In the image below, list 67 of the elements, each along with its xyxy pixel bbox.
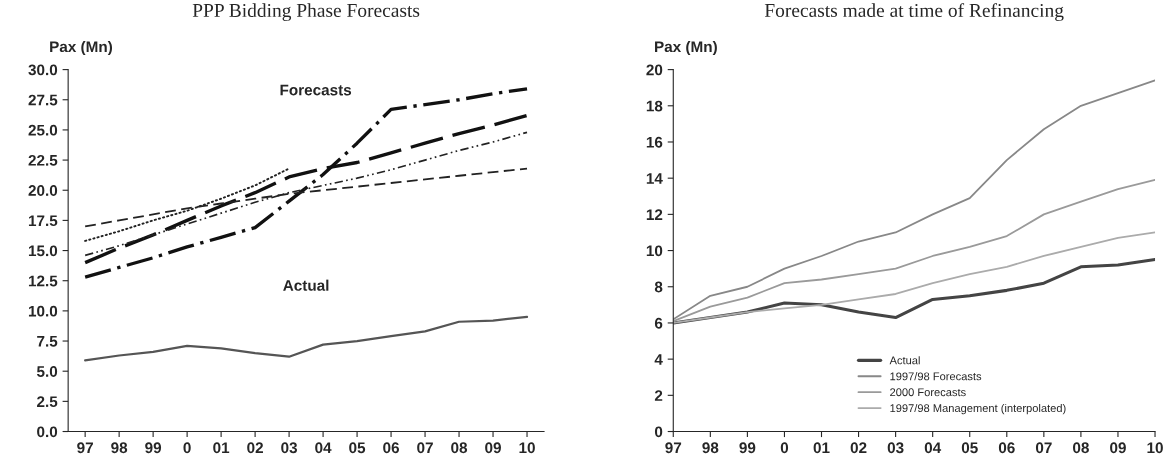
x-tick-label: 05 <box>349 442 366 454</box>
x-tick-label: 01 <box>813 442 830 454</box>
line-series <box>673 231 1156 324</box>
x-tick-label: 02 <box>247 442 263 454</box>
y-tick-label: 10 <box>646 245 663 257</box>
x-tick-label: 97 <box>665 442 682 454</box>
line-series <box>673 79 1156 321</box>
x-tick-label: 10 <box>1147 442 1163 454</box>
y-tick-label: 0.0 <box>37 426 58 438</box>
chart-title: PPP Bidding Phase Forecasts <box>192 3 420 22</box>
x-tick-label: 99 <box>739 442 756 454</box>
y-tick-label: 10.0 <box>28 305 58 317</box>
x-tick-label: 08 <box>1073 442 1089 454</box>
y-tick-label: 2.5 <box>37 396 58 408</box>
line-series <box>673 179 1156 323</box>
legend-label: 1997/98 Management (interpolated) <box>890 403 1066 415</box>
x-tick-label: 97 <box>77 442 93 454</box>
y-tick-label: 12 <box>646 209 663 220</box>
y-tick-label: 15.0 <box>28 245 58 257</box>
x-tick-label: 02 <box>850 442 867 454</box>
y-tick-label: 25.0 <box>28 124 58 136</box>
x-tick-label: 06 <box>383 442 400 454</box>
x-tick-label: 98 <box>702 442 719 454</box>
y-tick-label: 18 <box>646 100 663 112</box>
y-tick-label: 16 <box>646 136 663 148</box>
annotation: Forecasts <box>280 84 352 96</box>
x-tick-label: 01 <box>213 442 230 454</box>
line-series <box>84 131 528 257</box>
y-tick-label: 4 <box>654 354 663 365</box>
x-tick-label: 03 <box>281 442 298 454</box>
y-tick-label: 8 <box>654 281 663 293</box>
x-tick-label: 98 <box>111 442 128 454</box>
y-tick-label: 20 <box>646 64 663 76</box>
y-tick-label: 12.5 <box>28 275 58 287</box>
y-tick-label: 20.0 <box>28 185 58 196</box>
x-tick-label: 0 <box>183 442 191 454</box>
chart-title: Forecasts made at time of Refinancing <box>764 3 1064 22</box>
x-tick-label: 07 <box>417 442 433 454</box>
y-tick-label: 27.5 <box>28 94 58 106</box>
x-tick-label: 09 <box>1110 442 1126 454</box>
x-tick-label: 10 <box>519 442 535 454</box>
line-series <box>84 315 529 362</box>
x-tick-label: 04 <box>924 442 942 454</box>
annotation: Actual <box>283 279 329 291</box>
y-tick-label: 7.5 <box>37 336 58 347</box>
y-tick-label: 14 <box>646 173 663 184</box>
y-axis-title: Pax (Mn) <box>655 40 717 56</box>
y-tick-label: 5.0 <box>36 366 58 377</box>
legend-label: Actual <box>889 356 920 365</box>
x-tick-label: 03 <box>887 442 904 454</box>
x-tick-label: 07 <box>1035 442 1052 454</box>
legend-label: 2000 Forecasts <box>890 388 966 397</box>
y-tick-label: 2 <box>654 390 663 401</box>
x-tick-label: 04 <box>315 442 332 454</box>
x-tick-label: 99 <box>145 442 162 454</box>
y-axis-title: Pax (Mn) <box>50 40 113 56</box>
x-tick-label: 08 <box>451 442 468 454</box>
y-tick-label: 30.0 <box>28 64 58 76</box>
x-tick-label: 09 <box>485 442 501 454</box>
y-tick-label: 17.5 <box>28 215 58 227</box>
x-tick-label: 0 <box>780 442 789 454</box>
x-tick-label: 05 <box>961 442 978 454</box>
y-tick-label: 6 <box>654 317 663 329</box>
y-tick-label: 22.5 <box>28 154 58 166</box>
y-tick-label: 0 <box>654 426 663 438</box>
x-tick-label: 06 <box>998 442 1015 454</box>
legend-label: 1997/98 Forecasts <box>890 372 982 381</box>
